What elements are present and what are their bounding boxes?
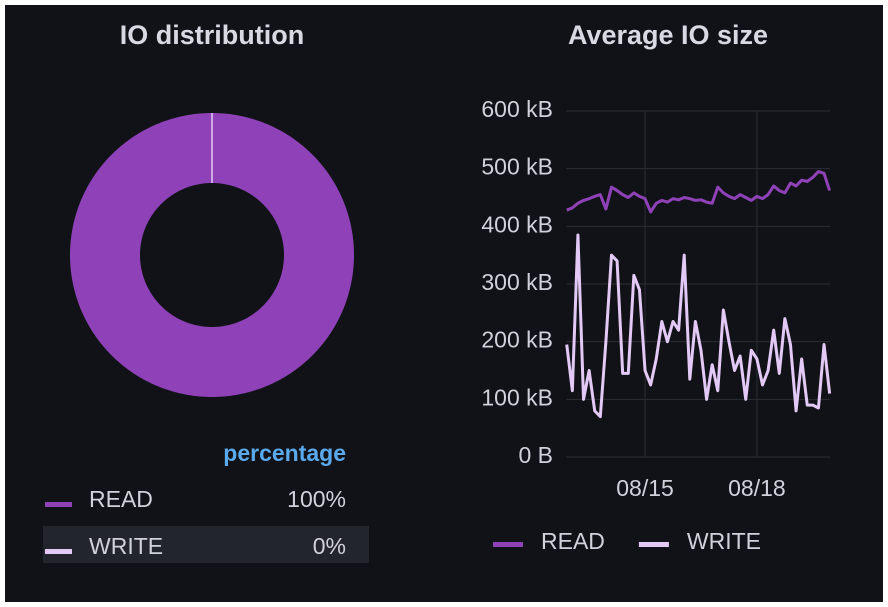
legend-swatch bbox=[493, 542, 523, 547]
x-tick-label: 08/18 bbox=[728, 475, 786, 501]
y-tick-label: 200 kB bbox=[481, 327, 553, 353]
legend-row-highlight bbox=[43, 526, 369, 563]
series-line bbox=[566, 170, 832, 214]
legend-value: 100% bbox=[287, 486, 346, 512]
y-tick-label: 100 kB bbox=[481, 384, 553, 410]
panel-title: IO distribution bbox=[120, 20, 304, 50]
y-tick-label: 600 kB bbox=[481, 96, 553, 122]
legend-label: WRITE bbox=[687, 528, 761, 554]
series-line bbox=[565, 233, 832, 419]
legend-swatch bbox=[638, 542, 669, 547]
y-tick-label: 0 B bbox=[518, 442, 553, 468]
legend-value: 0% bbox=[313, 533, 346, 559]
y-tick-label: 300 kB bbox=[481, 269, 553, 295]
legend-label: WRITE bbox=[89, 533, 163, 559]
legend-swatch bbox=[45, 502, 72, 507]
legend-label: READ bbox=[541, 528, 605, 554]
pie-slice bbox=[70, 113, 354, 397]
legend-swatch bbox=[45, 549, 72, 554]
y-tick-label: 400 kB bbox=[481, 211, 553, 237]
panel-title: Average IO size bbox=[568, 20, 768, 50]
y-tick-label: 500 kB bbox=[481, 154, 553, 180]
legend-header: percentage bbox=[223, 440, 346, 466]
x-tick-label: 08/15 bbox=[616, 475, 674, 501]
legend-label: READ bbox=[89, 486, 153, 512]
